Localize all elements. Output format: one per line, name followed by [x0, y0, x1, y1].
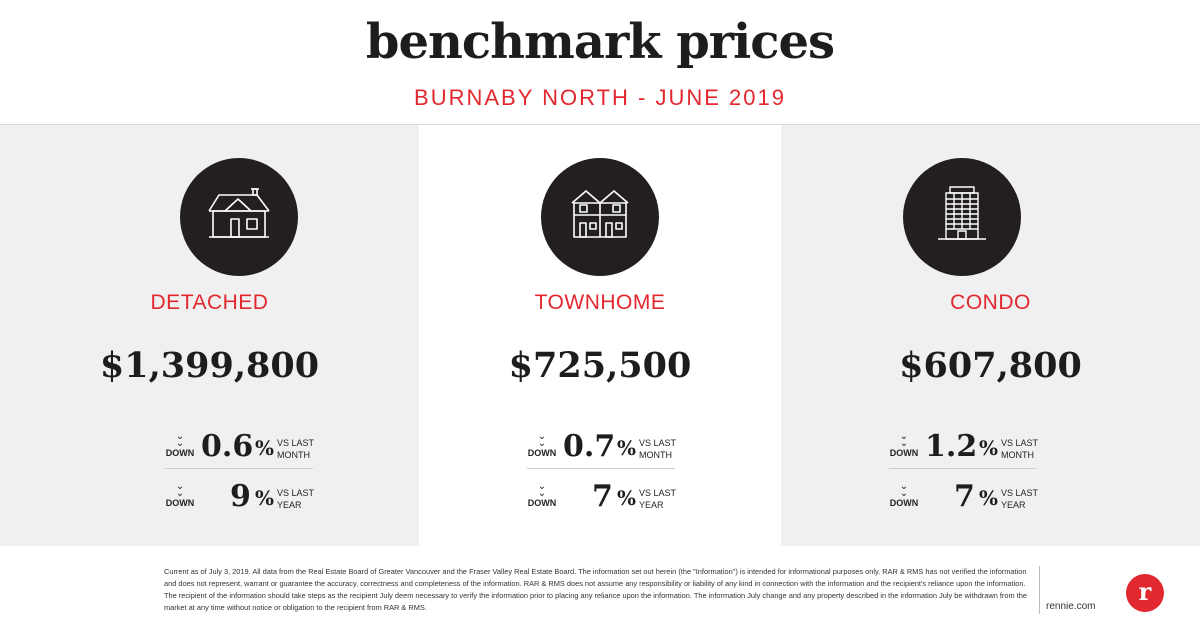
- comparison-line-1: VS LAST: [277, 438, 315, 448]
- property-type-label: DETACHED: [150, 291, 269, 314]
- comparison-label: VS LAST MONTH: [1001, 437, 1038, 461]
- comparison-line-2: MONTH: [1001, 450, 1034, 460]
- chevron-double-down-icon: ⌄ ⌄: [899, 481, 909, 499]
- year-change-stat: ⌄ ⌄ DOWN 7 % VS LAST YEAR: [889, 479, 1039, 519]
- panel-detached: DETACHED $1,399,800 ⌄ ⌄ DOWN 0.6 % VS LAS…: [0, 125, 419, 546]
- chevron-double-down-icon: ⌄ ⌄: [537, 481, 547, 499]
- direction-label: DOWN: [165, 448, 195, 458]
- comparison-label: VS LAST YEAR: [1001, 487, 1038, 511]
- comparison-label: VS LAST MONTH: [639, 437, 676, 461]
- direction-label: DOWN: [527, 448, 557, 458]
- footer-divider: [1039, 566, 1040, 614]
- stat-divider: [165, 468, 313, 469]
- comparison-line-1: VS LAST: [277, 488, 315, 498]
- panel-townhome: TOWNHOME $725,500 ⌄ ⌄ DOWN 0.7 % VS LAST M…: [419, 125, 781, 546]
- change-value: 1.2: [925, 429, 978, 464]
- direction-label: DOWN: [165, 498, 195, 508]
- property-type-label: CONDO: [950, 291, 1031, 314]
- year-change-stat: ⌄ ⌄ DOWN 9 % VS LAST YEAR: [165, 479, 315, 519]
- townhome-icon: [541, 158, 659, 276]
- comparison-line-1: VS LAST: [639, 488, 677, 498]
- direction-label: DOWN: [889, 498, 919, 508]
- chevron-double-down-icon: ⌄ ⌄: [899, 431, 909, 449]
- stat-divider: [889, 468, 1037, 469]
- change-value: 0.7: [563, 429, 616, 464]
- comparison-line-2: YEAR: [277, 500, 302, 510]
- change-value: 7: [592, 479, 613, 514]
- comparison-label: VS LAST YEAR: [639, 487, 676, 511]
- month-change-stat: ⌄ ⌄ DOWN 0.7 % VS LAST MONTH: [527, 429, 677, 469]
- comparison-label: VS LAST YEAR: [277, 487, 314, 511]
- website-link[interactable]: rennie.com: [1046, 601, 1096, 612]
- comparison-line-2: YEAR: [639, 500, 664, 510]
- disclaimer-text: Current as of July 3, 2019. All data fro…: [164, 567, 1027, 612]
- comparison-line-1: VS LAST: [639, 438, 677, 448]
- rennie-logo: r: [1126, 574, 1164, 612]
- chevron-double-down-icon: ⌄ ⌄: [175, 431, 185, 449]
- change-value: 7: [954, 479, 975, 514]
- percent-sign: %: [617, 436, 637, 460]
- property-type-label: TOWNHOME: [534, 291, 666, 314]
- comparison-label: VS LAST MONTH: [277, 437, 314, 461]
- comparison-line-2: MONTH: [277, 450, 310, 460]
- comparison-line-1: VS LAST: [1001, 488, 1039, 498]
- page-title: benchmark prices: [365, 14, 835, 70]
- percent-sign: %: [979, 436, 999, 460]
- change-value: 0.6: [201, 429, 254, 464]
- price-panels: DETACHED $1,399,800 ⌄ ⌄ DOWN 0.6 % VS LAS…: [0, 125, 1200, 546]
- detached-house-icon: [180, 158, 298, 276]
- comparison-line-1: VS LAST: [1001, 438, 1039, 448]
- direction-label: DOWN: [889, 448, 919, 458]
- percent-sign: %: [617, 486, 637, 510]
- month-change-stat: ⌄ ⌄ DOWN 0.6 % VS LAST MONTH: [165, 429, 315, 469]
- direction-label: DOWN: [527, 498, 557, 508]
- change-value: 9: [230, 479, 251, 514]
- percent-sign: %: [255, 436, 275, 460]
- comparison-line-2: MONTH: [639, 450, 672, 460]
- chevron-double-down-icon: ⌄ ⌄: [537, 431, 547, 449]
- comparison-line-2: YEAR: [1001, 500, 1026, 510]
- percent-sign: %: [979, 486, 999, 510]
- header: benchmark prices BURNABY NORTH - JUNE 20…: [0, 0, 1200, 125]
- stat-divider: [527, 468, 675, 469]
- page-subtitle: BURNABY NORTH - JUNE 2019: [414, 85, 786, 110]
- condo-tower-icon: [903, 158, 1021, 276]
- month-change-stat: ⌄ ⌄ DOWN 1.2 % VS LAST MONTH: [889, 429, 1039, 469]
- percent-sign: %: [255, 486, 275, 510]
- chevron-double-down-icon: ⌄ ⌄: [175, 481, 185, 499]
- panel-condo: CONDO $607,800 ⌄ ⌄ DOWN 1.2 % VS LAST MONT…: [781, 125, 1200, 546]
- benchmark-price: $1,399,800: [99, 345, 320, 386]
- benchmark-price: $725,500: [508, 345, 692, 386]
- benchmark-price: $607,800: [899, 345, 1082, 386]
- year-change-stat: ⌄ ⌄ DOWN 7 % VS LAST YEAR: [527, 479, 677, 519]
